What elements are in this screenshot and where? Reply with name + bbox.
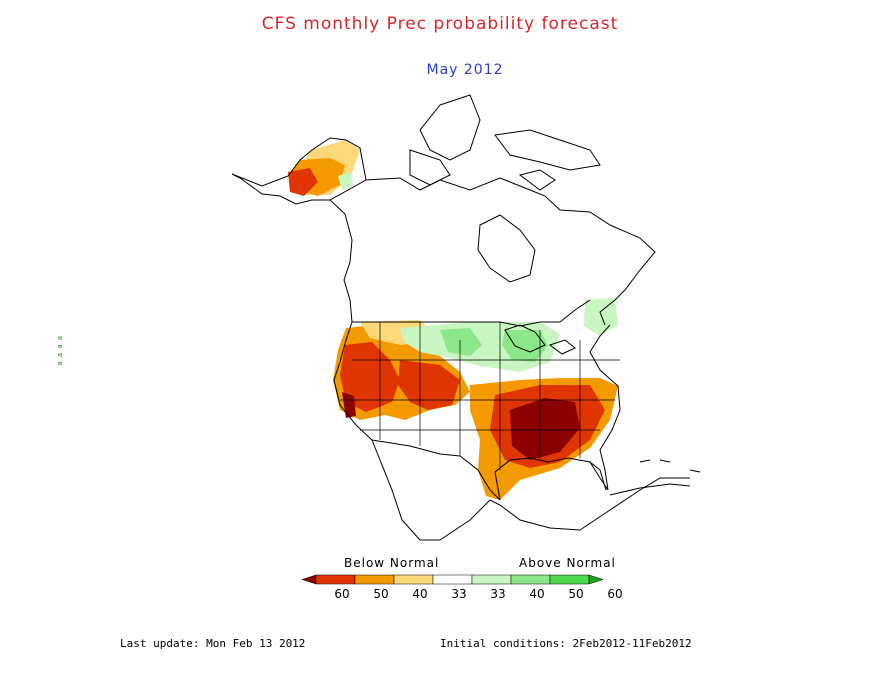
last-update-text: Last update: Mon Feb 13 2012 [120, 637, 306, 650]
outline-alaska [231, 137, 367, 205]
legend-swatch-2 [354, 574, 395, 585]
map-outlines [231, 94, 701, 541]
north-america-map [231, 94, 701, 541]
legend-arrow-right [588, 574, 604, 585]
legend-swatch-1 [315, 574, 356, 585]
legend-swatch-4 [432, 574, 473, 585]
legend-swatches [301, 574, 604, 585]
outline-hudson-bay [477, 214, 536, 283]
outline-canada-north [365, 177, 656, 326]
shade-lakes-green [502, 330, 548, 362]
outline-gulf-coast [494, 324, 621, 501]
shade-ne-green [584, 298, 618, 336]
outline-arctic-island-3 [409, 149, 451, 186]
outline-mexico [401, 477, 690, 541]
outline-florida [589, 461, 607, 491]
legend-tick-label: 50 [568, 587, 583, 601]
outline-arctic-island-1 [419, 94, 481, 161]
legend-swatch-3 [393, 574, 434, 585]
legend-tick-label: 33 [490, 587, 505, 601]
legend-tick-label: 33 [451, 587, 466, 601]
legend-swatch-5 [471, 574, 512, 585]
legend-swatch-7 [549, 574, 590, 585]
legend-tick-label: 40 [529, 587, 544, 601]
shade-north-green [440, 328, 482, 356]
legend-below-normal-label: Below Normal [344, 556, 440, 570]
outline-us-canada-border [352, 299, 591, 327]
legend-tick-labels: 60 50 40 33 33 40 50 60 [334, 587, 622, 601]
forecast-shading [288, 140, 618, 500]
chart-title: CFS monthly Prec probability forecast [261, 14, 619, 34]
legend-arrow-left [301, 574, 317, 585]
outline-arctic-island-4 [518, 169, 556, 191]
outline-alaska-panhandle [329, 199, 353, 281]
legend-tick-label: 50 [373, 587, 388, 601]
forecast-month: May 2012 [426, 62, 504, 78]
outline-arctic-island-2 [494, 129, 601, 171]
outline-great-lakes [504, 324, 576, 355]
shade-alaska-green [338, 172, 354, 190]
legend-tick-label: 60 [334, 587, 349, 601]
initial-conditions-text: Initial conditions: 2Feb2012-11Feb2012 [440, 637, 692, 650]
legend-tick-label: 60 [607, 587, 622, 601]
shade-west-red [340, 342, 400, 412]
legend-above-normal-label: Above Normal [519, 556, 616, 570]
legend-tick-label: 40 [412, 587, 427, 601]
outline-caribbean [639, 459, 701, 473]
shade-alaska-red [288, 168, 318, 196]
shade-se-dark [510, 398, 580, 460]
outline-state-lines [340, 322, 620, 470]
shade-plains-red [398, 360, 460, 410]
legend-swatch-6 [510, 574, 551, 585]
probability-color-legend: 60 50 40 33 33 40 50 60 [301, 574, 623, 601]
outline-cuba [609, 483, 691, 496]
outline-west-coast [333, 279, 403, 521]
